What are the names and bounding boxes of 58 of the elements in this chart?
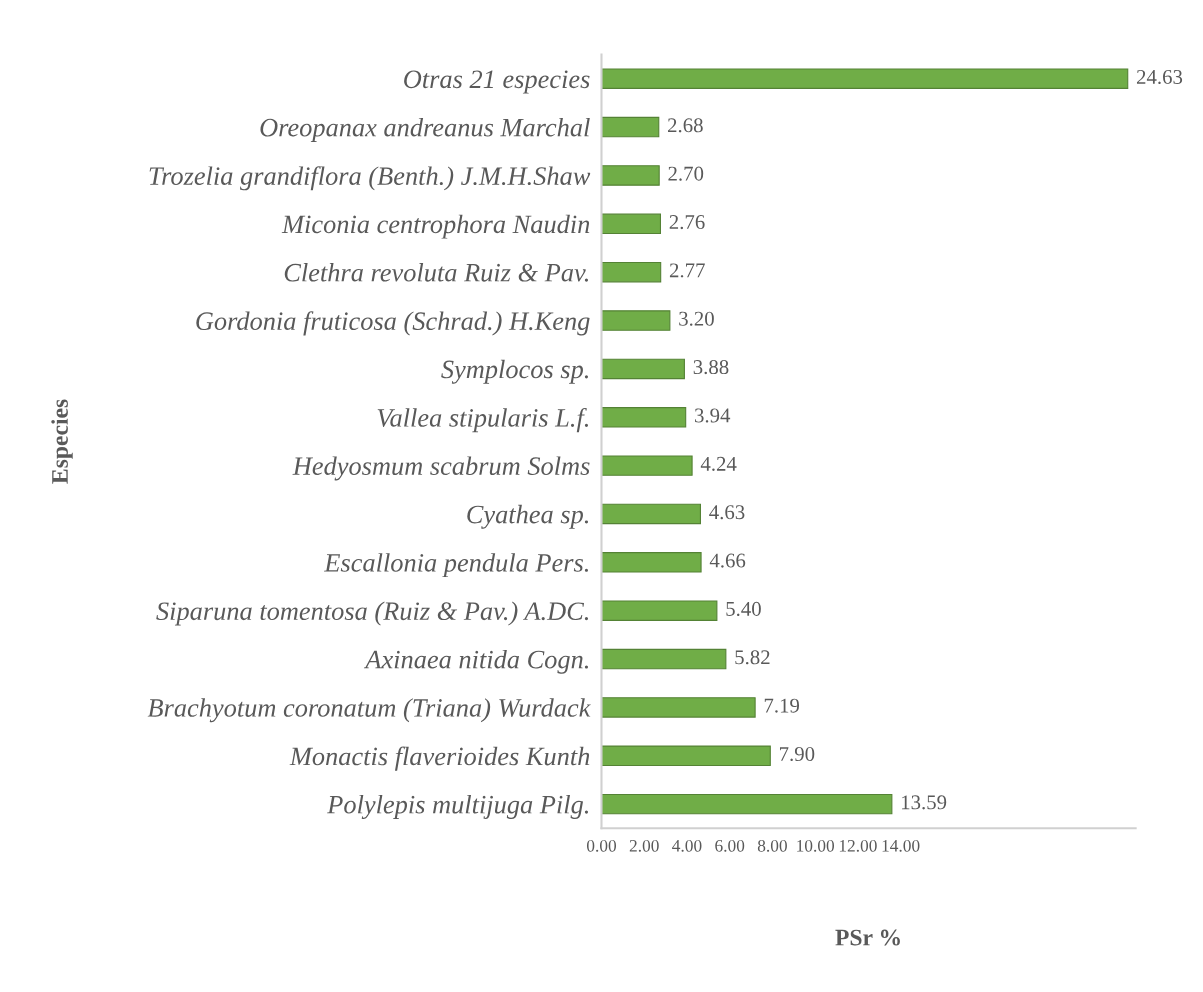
- data-label: 7.90: [779, 746, 815, 762]
- data-label: 5.82: [735, 650, 770, 665]
- x-tick-label: 14.00: [882, 839, 920, 852]
- y-tick-label: Monactis flaverioides Kunth: [289, 746, 590, 771]
- bar: [601, 793, 893, 815]
- bar: [601, 310, 671, 331]
- y-tick-label: Polylepis multijuga Pilg.: [327, 794, 589, 819]
- y-tick-label: Hedyosmum scabrum Solms: [292, 456, 590, 481]
- bar: [601, 116, 660, 138]
- data-label: 2.68: [668, 118, 703, 133]
- y-tick-label: Symplocos sp.: [441, 359, 588, 384]
- y-tick-label: Clethra revoluta Ruiz & Pav.: [284, 263, 588, 282]
- data-label: 3.88: [693, 360, 729, 375]
- data-label: 4.63: [709, 505, 745, 520]
- y-axis-title: Especies: [51, 399, 73, 484]
- data-label: 4.24: [700, 456, 737, 471]
- y-tick-label: Trozelia grandiflora (Benth.) J.M.H.Shaw: [149, 166, 591, 191]
- bar: [601, 648, 727, 670]
- y-tick-label: Siparuna tomentosa (Ruiz & Pav.) A.DC.: [156, 601, 589, 626]
- data-label: 7.19: [764, 698, 800, 713]
- data-label: 2.77: [669, 263, 705, 278]
- y-tick-label: Otras 21 especies: [404, 70, 590, 94]
- bar: [601, 261, 662, 283]
- x-tick-label: 10.00: [797, 839, 835, 852]
- x-tick-label: 6.00: [715, 839, 745, 852]
- data-label: 2.76: [669, 215, 705, 230]
- y-tick-label: Oreopanax andreanus Marchal: [260, 117, 590, 142]
- y-tick-label: Brachyotum coronatum (Triana) Wurdack: [147, 698, 591, 723]
- bar: [601, 503, 701, 525]
- data-label: 3.94: [695, 408, 731, 423]
- bar: [601, 745, 771, 767]
- bar: [601, 213, 662, 235]
- x-tick-label: 8.00: [757, 839, 787, 852]
- y-tick-label: Vallea stipularis L.f.: [377, 407, 589, 433]
- bar: [601, 455, 693, 476]
- x-tick-label: 2.00: [629, 839, 659, 852]
- x-axis-title: PSr %: [835, 929, 900, 946]
- bar: [601, 68, 1129, 89]
- data-label: 2.70: [668, 166, 704, 181]
- y-tick-label: Axinaea nitida Cogn.: [363, 649, 589, 674]
- bar: [601, 165, 660, 186]
- bar: [601, 552, 702, 573]
- x-tick-label: 0.00: [586, 839, 617, 852]
- bar: [601, 600, 718, 621]
- bar: [601, 697, 756, 718]
- y-tick-label: Gordonia fruticosa (Schrad.) H.Keng: [196, 311, 590, 336]
- x-tick-label: 4.00: [672, 839, 702, 852]
- y-tick-label: Miconia centrophora Naudin: [281, 214, 590, 239]
- data-label: 13.59: [902, 795, 947, 810]
- y-tick-label: Cyathea sp.: [467, 504, 588, 529]
- bar: [601, 358, 685, 380]
- data-label: 3.20: [679, 311, 714, 326]
- y-tick-label: Escallonia pendula Pers.: [324, 553, 588, 578]
- bar: [601, 407, 687, 428]
- data-label: 5.40: [726, 601, 761, 617]
- x-tick-label: 12.00: [839, 839, 877, 852]
- data-label: 4.66: [709, 553, 746, 568]
- data-label: 24.63: [1136, 69, 1183, 85]
